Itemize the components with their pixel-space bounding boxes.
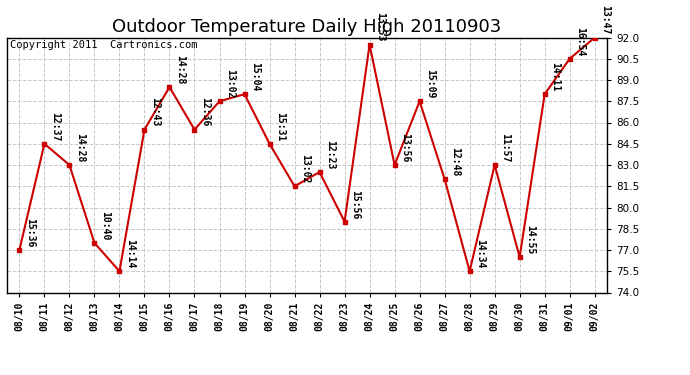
Text: 12:43: 12:43 — [150, 98, 160, 127]
Text: 15:56: 15:56 — [350, 189, 360, 219]
Text: 10:40: 10:40 — [100, 211, 110, 240]
Text: 14:14: 14:14 — [125, 239, 135, 268]
Text: 13:02: 13:02 — [300, 154, 310, 183]
Text: 14:34: 14:34 — [475, 239, 485, 268]
Text: 14:28: 14:28 — [75, 133, 85, 162]
Text: 14:55: 14:55 — [525, 225, 535, 254]
Text: 12:23: 12:23 — [325, 140, 335, 169]
Text: 14:11: 14:11 — [550, 62, 560, 92]
Text: 12:36: 12:36 — [200, 98, 210, 127]
Text: 15:36: 15:36 — [25, 218, 35, 247]
Text: 11:57: 11:57 — [500, 133, 510, 162]
Text: 12:37: 12:37 — [50, 112, 60, 141]
Text: 13:53: 13:53 — [375, 12, 385, 42]
Text: 15:09: 15:09 — [425, 69, 435, 99]
Text: 13:47: 13:47 — [600, 5, 610, 35]
Text: 15:31: 15:31 — [275, 112, 285, 141]
Text: 15:04: 15:04 — [250, 62, 260, 92]
Text: 13:02: 13:02 — [225, 69, 235, 99]
Text: 13:56: 13:56 — [400, 133, 410, 162]
Text: 14:28: 14:28 — [175, 55, 185, 84]
Title: Outdoor Temperature Daily High 20110903: Outdoor Temperature Daily High 20110903 — [112, 18, 502, 36]
Text: 16:54: 16:54 — [575, 27, 585, 56]
Text: 12:48: 12:48 — [450, 147, 460, 176]
Text: Copyright 2011  Cartronics.com: Copyright 2011 Cartronics.com — [10, 40, 197, 50]
